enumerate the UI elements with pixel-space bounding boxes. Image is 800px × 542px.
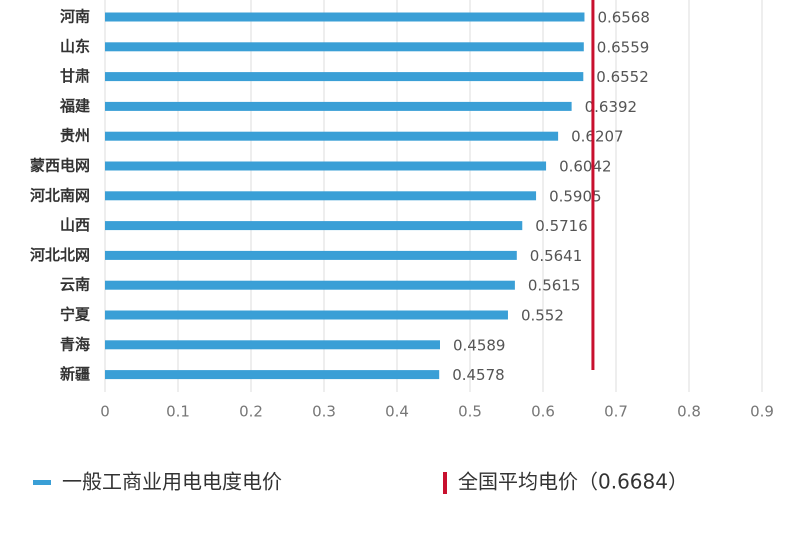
bar — [105, 161, 547, 171]
y-tick-label: 福建 — [59, 97, 91, 115]
y-tick-label: 新疆 — [60, 365, 90, 383]
legend-swatch — [443, 472, 447, 494]
bar — [105, 221, 523, 231]
bar — [105, 310, 508, 320]
y-tick-label: 河北南网 — [30, 186, 90, 204]
legend-label: 一般工商业用电电度电价 — [62, 470, 282, 494]
x-tick-label: 0.9 — [750, 403, 774, 421]
bar — [105, 250, 517, 260]
y-tick-label: 蒙西电网 — [30, 157, 90, 175]
legend-label: 全国平均电价（0.6684） — [458, 470, 688, 494]
value-label: 0.6568 — [597, 9, 650, 27]
y-tick-label: 河北北网 — [30, 246, 90, 264]
y-tick-label: 青海 — [60, 335, 90, 353]
value-label: 0.6552 — [596, 68, 649, 86]
value-label: 0.6042 — [559, 158, 612, 176]
bar — [105, 101, 572, 111]
y-tick-label: 贵州 — [60, 127, 90, 145]
bar — [105, 72, 584, 82]
bar — [105, 280, 515, 290]
value-label: 0.5615 — [528, 277, 581, 295]
bar — [105, 340, 440, 350]
bar — [105, 131, 559, 141]
bar — [105, 370, 440, 380]
value-label: 0.5641 — [530, 247, 583, 265]
bar — [105, 191, 537, 201]
legend-swatch — [33, 480, 51, 485]
x-tick-label: 0.3 — [312, 403, 336, 421]
value-label: 0.6392 — [585, 98, 638, 116]
value-label: 0.6207 — [571, 128, 624, 146]
value-label: 0.4589 — [453, 336, 506, 354]
value-label: 0.5716 — [535, 217, 588, 235]
bar — [105, 42, 584, 52]
x-tick-label: 0.7 — [604, 403, 628, 421]
bar — [105, 12, 585, 22]
y-tick-label: 山西 — [60, 216, 90, 234]
value-label: 0.552 — [521, 307, 564, 325]
x-tick-label: 0.6 — [531, 403, 555, 421]
y-tick-label: 甘肃 — [60, 67, 90, 85]
x-tick-label: 0.5 — [458, 403, 482, 421]
value-label: 0.5905 — [549, 187, 602, 205]
x-tick-label: 0 — [100, 403, 110, 421]
value-label: 0.6559 — [597, 38, 650, 56]
y-tick-label: 云南 — [60, 276, 90, 294]
y-tick-label: 宁夏 — [60, 306, 91, 324]
value-label: 0.4578 — [452, 366, 505, 384]
x-tick-label: 0.4 — [385, 403, 409, 421]
y-tick-label: 山东 — [60, 37, 90, 55]
y-tick-label: 河南 — [60, 8, 90, 26]
x-tick-label: 0.2 — [239, 403, 263, 421]
x-tick-label: 0.8 — [677, 403, 701, 421]
x-tick-label: 0.1 — [166, 403, 190, 421]
